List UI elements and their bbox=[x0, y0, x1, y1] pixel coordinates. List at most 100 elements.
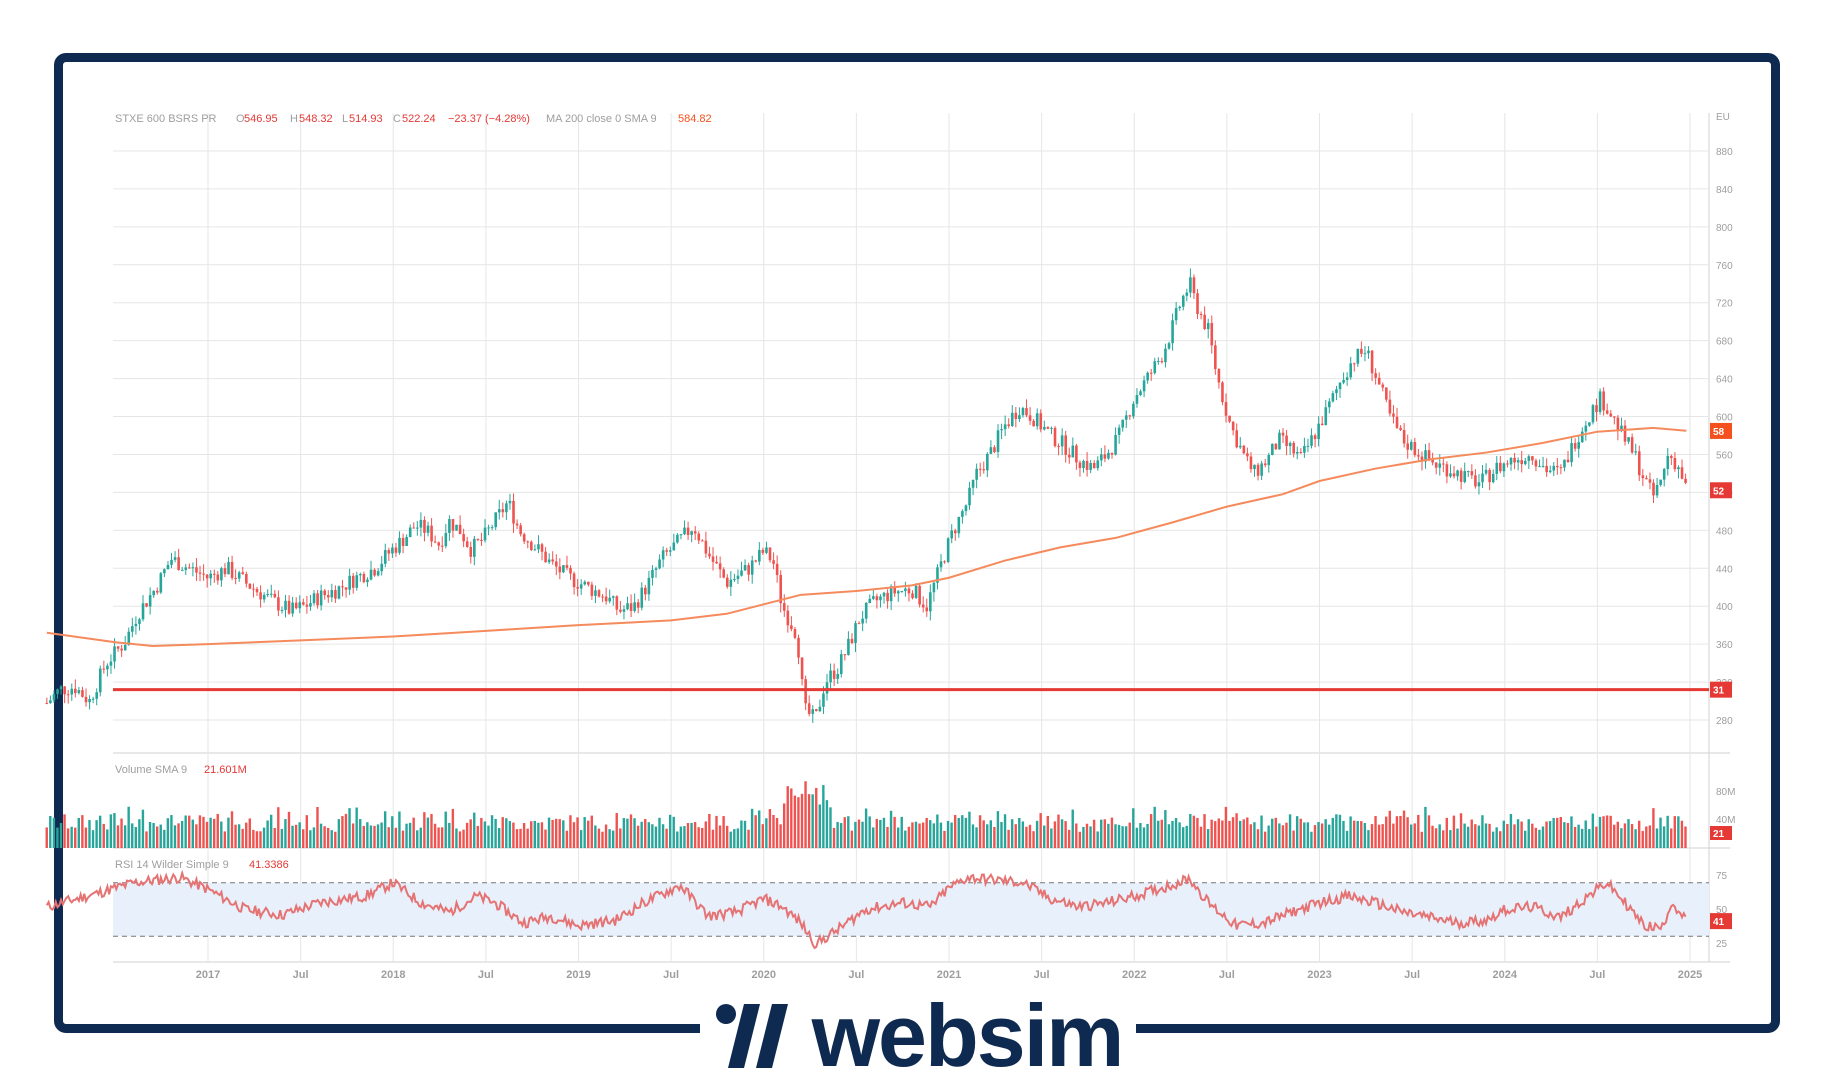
volume-bar bbox=[1100, 819, 1103, 848]
volume-bar bbox=[1153, 806, 1156, 848]
volume-bar bbox=[839, 823, 843, 848]
candle-body bbox=[686, 527, 690, 535]
candle-body bbox=[1573, 443, 1577, 449]
volume-bar bbox=[469, 819, 472, 848]
candle-body bbox=[277, 597, 280, 611]
candle-body bbox=[1189, 277, 1192, 293]
volume-bar bbox=[1271, 818, 1274, 848]
candle-body bbox=[1203, 314, 1206, 330]
y-tick-label: 440 bbox=[1716, 564, 1733, 575]
candle-body bbox=[63, 686, 66, 695]
volume-bar bbox=[718, 825, 722, 848]
volume-bar bbox=[405, 823, 408, 848]
volume-bar bbox=[1246, 817, 1249, 848]
volume-bar bbox=[373, 825, 376, 848]
volume-bar bbox=[458, 831, 462, 848]
candle-body bbox=[1463, 471, 1467, 482]
volume-bar bbox=[180, 820, 184, 848]
volume-tick-label: 40M bbox=[1716, 815, 1735, 826]
ma200-line bbox=[46, 426, 1687, 648]
candle-body bbox=[1306, 445, 1310, 447]
candle-body bbox=[237, 572, 241, 579]
candle-body bbox=[138, 619, 141, 624]
candle-body bbox=[81, 690, 84, 697]
candle-body bbox=[768, 547, 772, 561]
candle-body bbox=[1292, 442, 1296, 454]
candle-body bbox=[953, 530, 957, 534]
volume-bar bbox=[854, 821, 857, 848]
volume-bar bbox=[234, 824, 237, 848]
high-label: H bbox=[290, 113, 298, 125]
volume-bar bbox=[1477, 825, 1481, 848]
volume-bar bbox=[537, 822, 540, 848]
candle-body bbox=[266, 593, 270, 595]
volume-bar bbox=[818, 804, 821, 848]
volume-bar bbox=[1385, 816, 1388, 848]
volume-bar bbox=[868, 816, 871, 848]
candle-body bbox=[526, 541, 530, 543]
volume-bar bbox=[786, 786, 789, 848]
volume-bar bbox=[1303, 822, 1306, 848]
rsi-line bbox=[45, 869, 1687, 950]
volume-bar bbox=[401, 830, 405, 848]
candle-body bbox=[975, 468, 978, 480]
candle-body bbox=[1559, 467, 1563, 469]
candle-body bbox=[1491, 473, 1495, 483]
volume-bar bbox=[287, 811, 291, 848]
candle-body bbox=[1677, 467, 1680, 470]
volume-bar bbox=[533, 820, 536, 848]
candle-body bbox=[1509, 457, 1513, 465]
candle-body bbox=[950, 530, 954, 539]
volume-bar bbox=[1050, 828, 1053, 848]
candle-body bbox=[1114, 434, 1117, 455]
candle-body bbox=[1609, 413, 1613, 417]
volume-last-marker bbox=[1710, 826, 1732, 840]
candle-body bbox=[248, 583, 252, 589]
candle-body bbox=[1021, 408, 1025, 416]
volume-bar bbox=[1274, 817, 1277, 848]
candle-body bbox=[170, 559, 173, 565]
y-tick-label: 840 bbox=[1716, 185, 1733, 196]
candle-body bbox=[1110, 452, 1114, 455]
volume-bar bbox=[77, 817, 80, 848]
candle-body bbox=[1082, 460, 1085, 469]
candle-body bbox=[1014, 412, 1018, 420]
volume-bar bbox=[173, 825, 177, 848]
websim-wordmark: websim bbox=[811, 986, 1125, 1085]
candle-body bbox=[661, 550, 665, 560]
candle-body bbox=[1630, 437, 1634, 453]
candle-body bbox=[1242, 445, 1246, 454]
volume-bar bbox=[127, 806, 130, 848]
low-label: L bbox=[342, 113, 348, 125]
candle-body bbox=[1541, 465, 1545, 467]
volume-bar bbox=[1299, 818, 1302, 848]
candle-body bbox=[1402, 429, 1406, 444]
volume-bar bbox=[1324, 819, 1327, 848]
volume-bar bbox=[587, 820, 590, 848]
candle-body bbox=[1588, 422, 1591, 426]
volume-bar bbox=[1224, 806, 1228, 848]
candle-body bbox=[1217, 369, 1221, 383]
candle-body bbox=[223, 568, 227, 575]
volume-bar bbox=[387, 827, 390, 848]
candle-body bbox=[469, 546, 473, 557]
volume-bar bbox=[1242, 819, 1245, 848]
candle-body bbox=[437, 542, 441, 546]
volume-bar bbox=[761, 824, 764, 848]
y-tick-label: 480 bbox=[1716, 526, 1733, 537]
candle-body bbox=[52, 694, 56, 701]
candle-body bbox=[284, 600, 287, 610]
volume-bar bbox=[1007, 829, 1010, 848]
candle-body bbox=[163, 569, 166, 574]
volume-bar bbox=[1217, 818, 1220, 848]
volume-bar bbox=[1598, 816, 1602, 848]
volume-bar bbox=[747, 829, 750, 848]
volume-bar bbox=[953, 815, 957, 848]
volume-bar bbox=[1666, 815, 1669, 848]
volume-bar bbox=[1313, 825, 1317, 848]
candle-body bbox=[1053, 427, 1057, 447]
volume-bar bbox=[608, 829, 611, 848]
volume-bar bbox=[177, 823, 180, 848]
candle-body bbox=[701, 540, 704, 542]
